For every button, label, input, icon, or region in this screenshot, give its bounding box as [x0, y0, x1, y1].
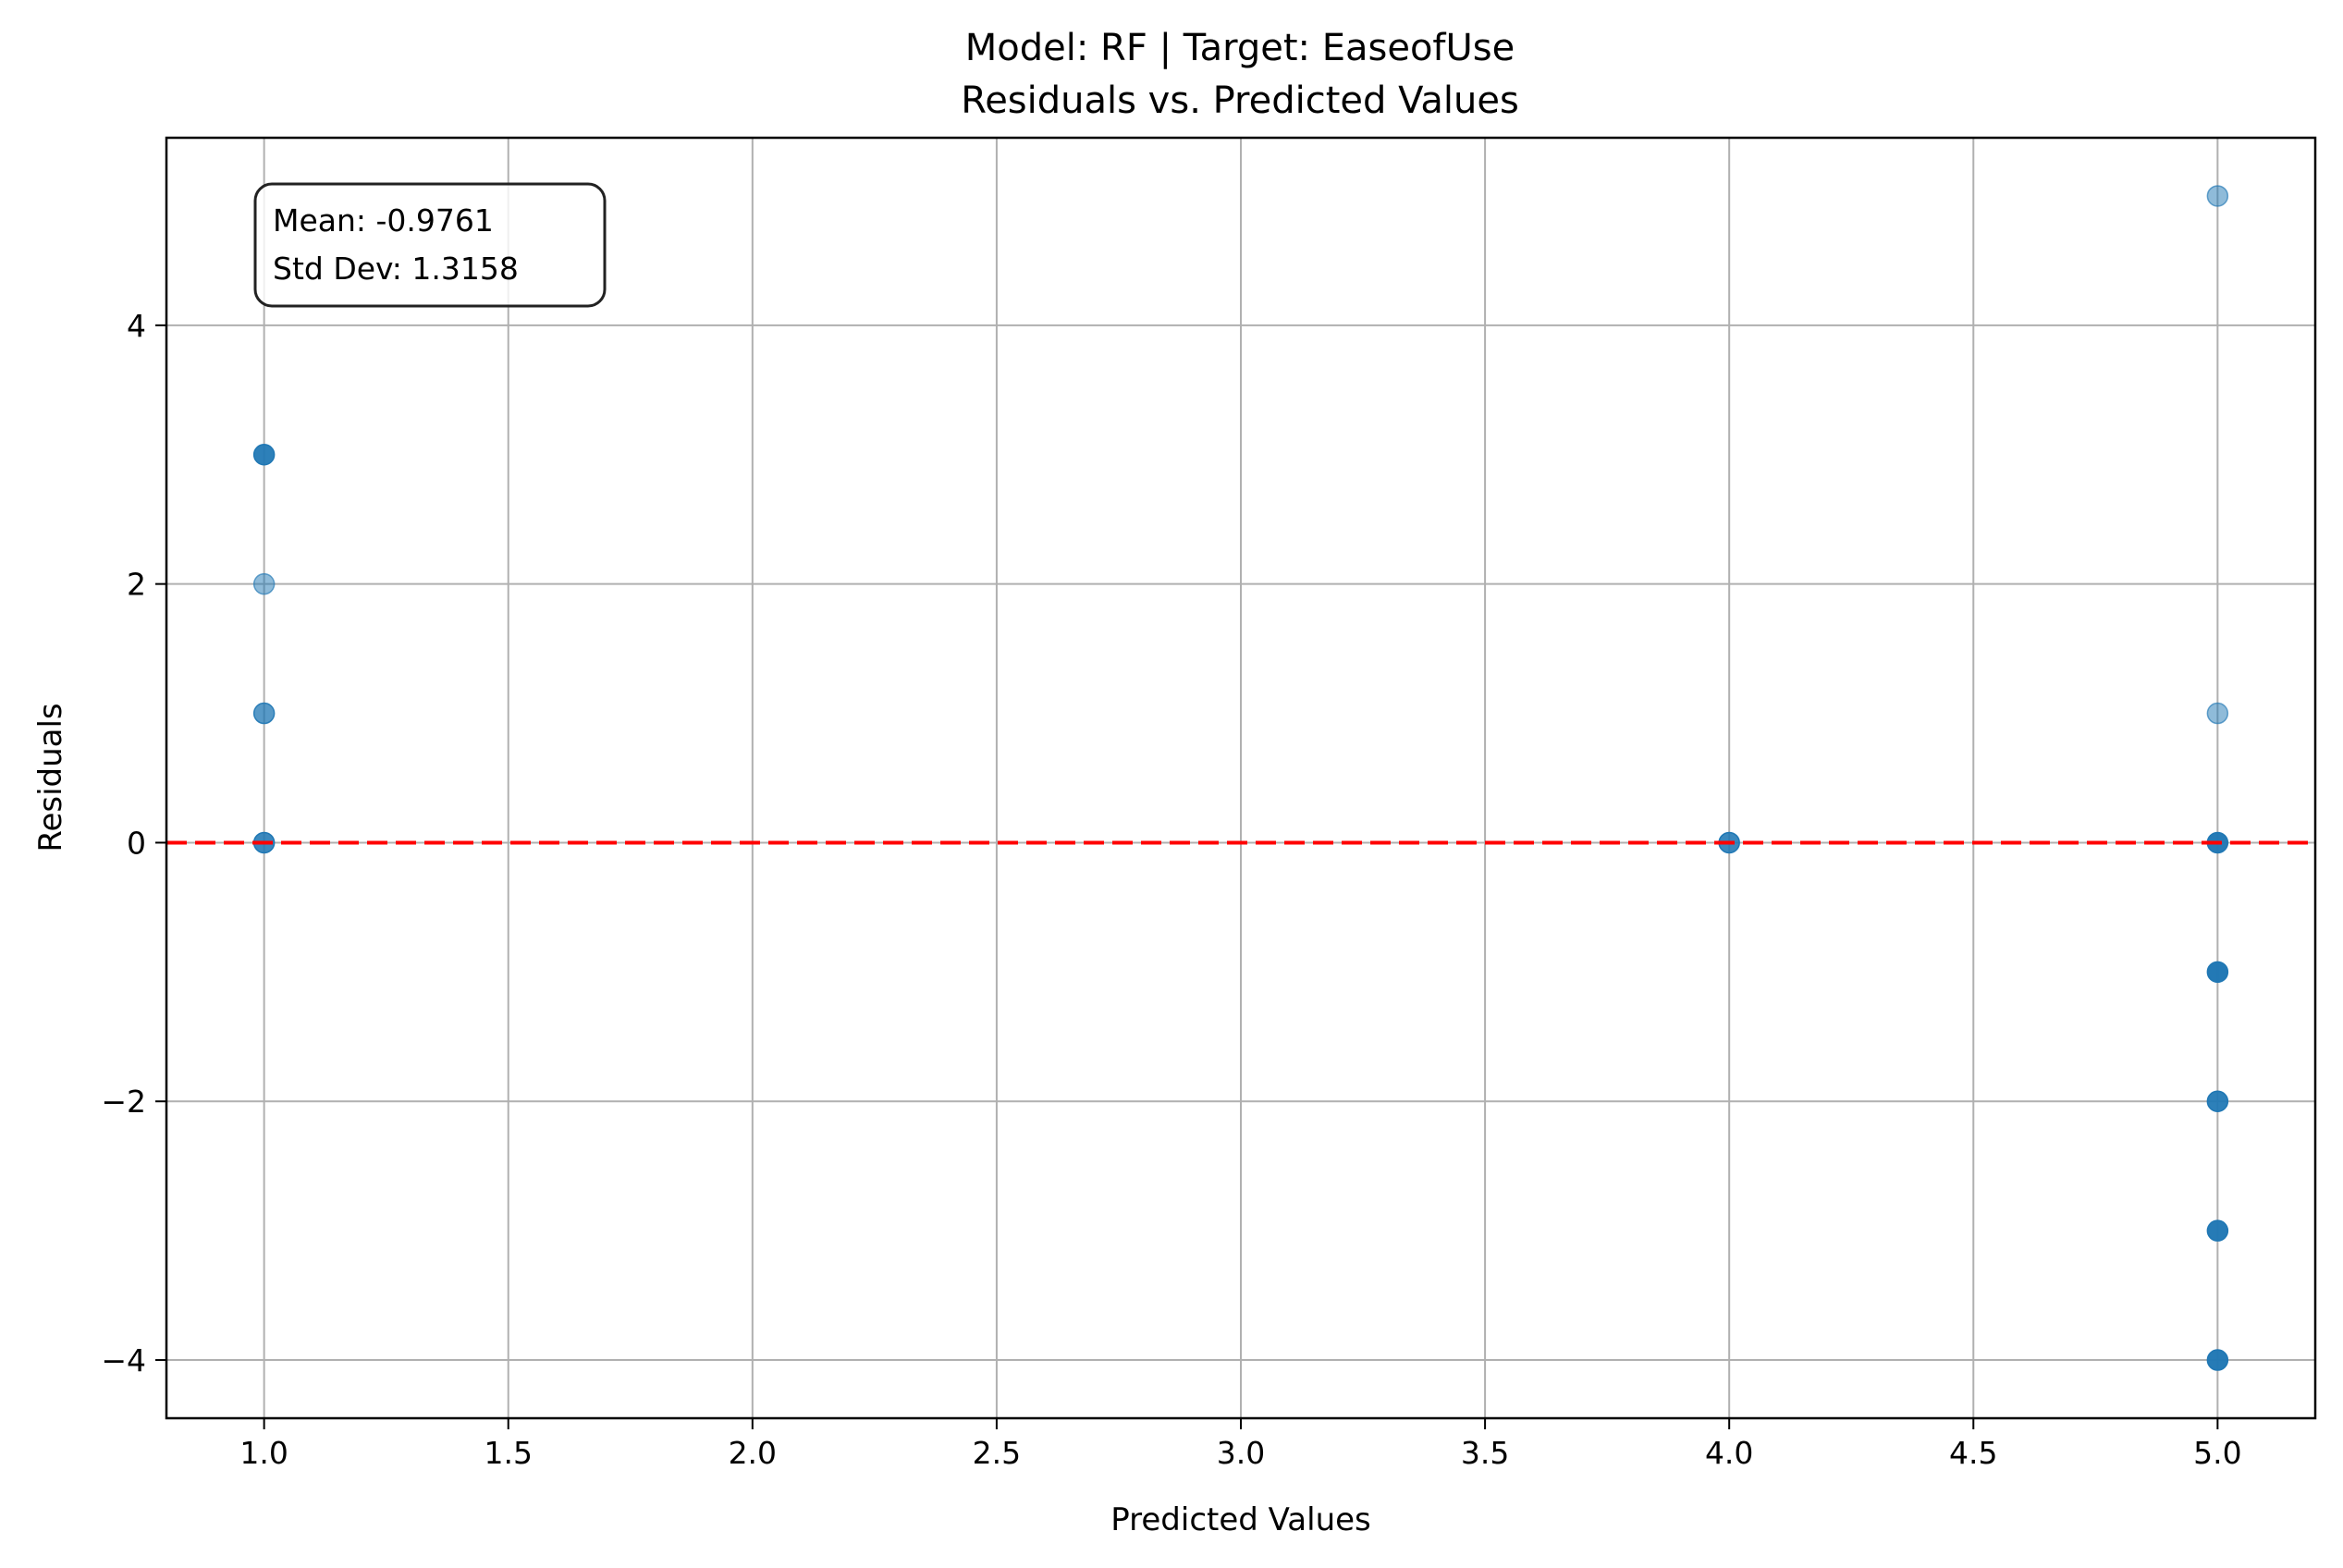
- x-tick-label: 1.0: [239, 1435, 288, 1471]
- grid-lines: [166, 138, 2315, 1418]
- x-tick-label: 2.5: [973, 1435, 1021, 1471]
- scatter-point: [252, 572, 276, 595]
- x-tick-label: 4.0: [1705, 1435, 1753, 1471]
- stats-annotation-box: Mean: -0.9761 Std Dev: 1.3158: [253, 182, 607, 308]
- x-tick-label: 3.0: [1217, 1435, 1265, 1471]
- x-tick-label: 2.0: [729, 1435, 777, 1471]
- scatter-point: [2206, 185, 2229, 207]
- stats-std-text: Std Dev: 1.3158: [273, 251, 519, 287]
- scatter-points: [252, 185, 2229, 1371]
- y-tick-label: 0: [127, 825, 146, 861]
- y-tick-label: −4: [101, 1342, 146, 1378]
- scatter-point: [252, 444, 276, 466]
- scatter-point: [2206, 961, 2229, 984]
- x-tick-label: 1.5: [484, 1435, 532, 1471]
- y-tick-label: 2: [127, 567, 146, 603]
- scatter-point: [2206, 1090, 2229, 1112]
- scatter-point: [2206, 702, 2229, 725]
- scatter-point: [2206, 1349, 2229, 1371]
- x-tick-label: 4.5: [1949, 1435, 1997, 1471]
- scatter-point: [2206, 1219, 2229, 1242]
- x-axis-label: Predicted Values: [1110, 1501, 1371, 1538]
- y-axis-ticks: −4 −2 0 2 4: [101, 308, 166, 1378]
- stats-mean-text: Mean: -0.9761: [273, 202, 494, 239]
- x-tick-label: 5.0: [2193, 1435, 2241, 1471]
- chart-title: Model: RF | Target: EaseofUse: [965, 27, 1515, 69]
- y-axis-label: Residuals: [32, 703, 69, 851]
- x-axis-ticks: 1.0 1.5 2.0 2.5 3.0 3.5 4.0 4.5 5.0: [239, 1418, 2242, 1471]
- chart-subtitle: Residuals vs. Predicted Values: [961, 80, 1519, 122]
- stats-box-frame: [253, 182, 607, 308]
- y-tick-label: 4: [127, 308, 146, 344]
- scatter-point: [252, 702, 276, 725]
- x-tick-label: 3.5: [1461, 1435, 1509, 1471]
- y-tick-label: −2: [101, 1084, 146, 1120]
